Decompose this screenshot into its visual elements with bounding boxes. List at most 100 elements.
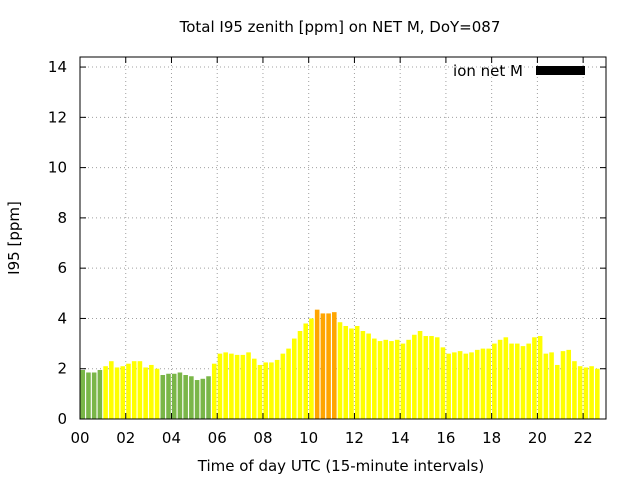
x-tick-label: 14: [391, 429, 410, 447]
bar: [257, 364, 263, 419]
bar: [400, 343, 406, 419]
bar: [492, 343, 497, 419]
bar: [463, 353, 469, 419]
bar: [429, 336, 434, 419]
bar: [406, 339, 411, 419]
bar: [486, 348, 491, 419]
x-tick-label: 00: [70, 429, 89, 447]
bar: [177, 372, 183, 419]
bar: [354, 325, 360, 419]
bars: [80, 309, 600, 420]
bar: [560, 351, 566, 420]
x-tick-label: 06: [208, 429, 227, 447]
bar: [423, 336, 429, 419]
bar: [549, 352, 554, 419]
bar: [120, 366, 126, 419]
bar: [246, 352, 251, 419]
bar: [137, 361, 143, 419]
bar: [274, 359, 280, 419]
bar: [377, 341, 383, 419]
bar: [503, 337, 509, 419]
bar: [314, 309, 320, 419]
bar: [320, 313, 326, 419]
bar: [520, 346, 526, 419]
bar: [223, 352, 228, 419]
bar: [194, 380, 200, 419]
bar: [595, 368, 600, 419]
x-axis-label: Time of day UTC (15-minute intervals): [197, 457, 484, 475]
bar: [171, 373, 177, 419]
bar: [372, 338, 377, 419]
bar: [412, 334, 417, 419]
y-tick-label: 4: [57, 309, 67, 327]
bar: [160, 375, 166, 419]
bar: [394, 339, 400, 419]
bar: [234, 354, 240, 419]
bar: [103, 366, 108, 419]
bar: [583, 367, 589, 419]
bar: [469, 352, 474, 419]
bar: [189, 376, 194, 419]
bar: [131, 361, 137, 419]
bar: [229, 353, 234, 419]
bar: [532, 337, 537, 419]
bar: [434, 337, 440, 419]
bar: [446, 353, 451, 419]
bar: [509, 343, 514, 419]
bar: [514, 343, 520, 419]
bar: [572, 361, 577, 419]
bar: [360, 331, 366, 419]
bar: [263, 362, 268, 419]
y-tick-label: 0: [57, 410, 67, 428]
bar: [149, 364, 154, 419]
bar: [166, 373, 171, 419]
bar: [543, 353, 549, 419]
y-tick-label: 8: [57, 209, 67, 227]
grid: [80, 57, 606, 419]
bar: [326, 313, 331, 419]
bar: [309, 318, 314, 419]
x-tick-label: 16: [436, 429, 455, 447]
bar: [91, 372, 97, 419]
bar: [280, 353, 286, 419]
bar: [457, 351, 463, 420]
bar: [286, 348, 291, 419]
bar: [109, 361, 114, 419]
bar: [114, 367, 120, 419]
legend-label: ion net M: [453, 62, 523, 80]
bar: [97, 369, 103, 419]
bar: [343, 325, 349, 419]
bar: [154, 368, 160, 419]
x-tick-label: 18: [482, 429, 501, 447]
legend: ion net M: [453, 62, 585, 80]
bar: [537, 336, 543, 419]
bar: [366, 333, 371, 419]
bar: [206, 376, 211, 419]
bar: [349, 328, 354, 419]
y-tick-label: 10: [48, 159, 67, 177]
y-axis-label: I95 [ppm]: [5, 201, 23, 275]
x-tick-label: 10: [299, 429, 318, 447]
bar: [383, 339, 389, 419]
bar: [303, 323, 309, 419]
legend-swatch: [536, 66, 585, 75]
bar: [526, 343, 531, 419]
bar: [143, 367, 148, 419]
y-tick-label: 12: [48, 108, 67, 126]
bar: [269, 362, 274, 419]
x-tick-label: 04: [162, 429, 181, 447]
bar: [452, 352, 457, 419]
plot-frame: [79, 56, 607, 420]
bar: [80, 369, 86, 419]
bar: [480, 348, 486, 419]
bar: [292, 338, 297, 419]
bar: [217, 353, 223, 419]
bar: [474, 349, 480, 419]
bar: [389, 341, 394, 419]
x-tick-label: 22: [574, 429, 593, 447]
bar: [589, 366, 594, 419]
y-tick-label: 6: [57, 259, 67, 277]
y-tick-label: 14: [48, 58, 67, 76]
